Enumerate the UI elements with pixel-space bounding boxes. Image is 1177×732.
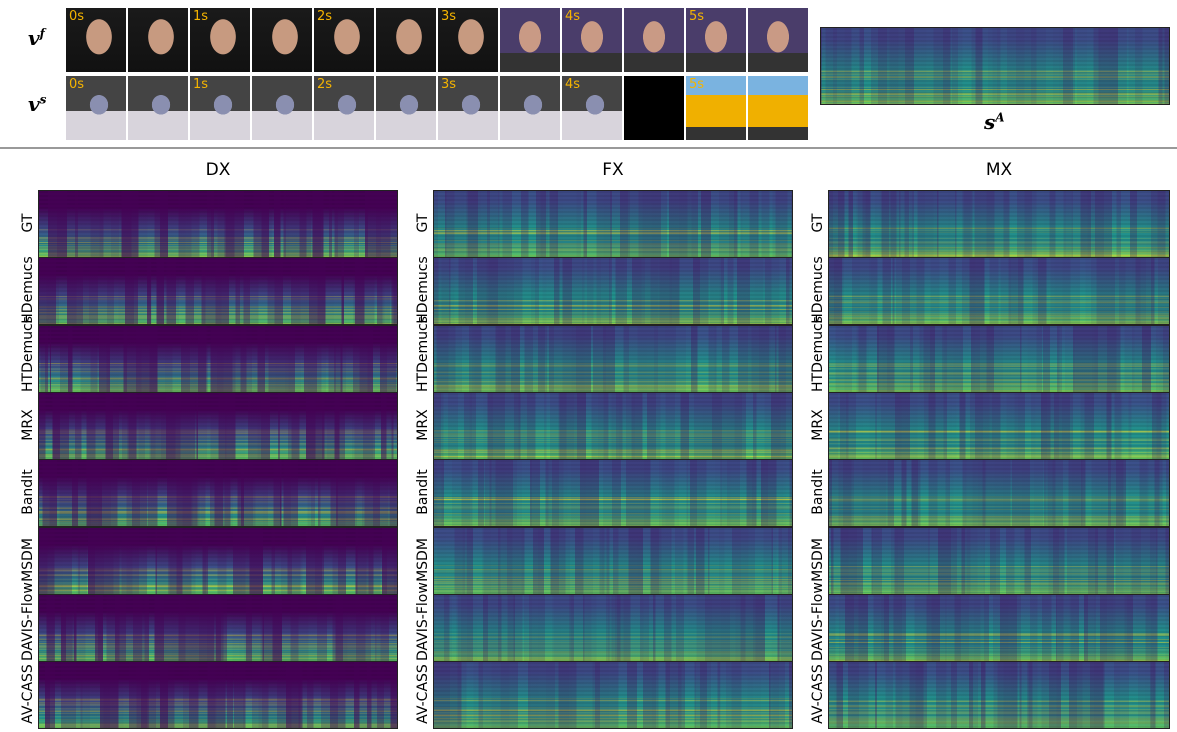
video-row-label: vf (28, 26, 45, 50)
video-frame (128, 8, 188, 72)
time-label: 4s (565, 9, 580, 24)
video-frame: 1s (190, 76, 250, 140)
spectrogram (433, 459, 793, 527)
column-header: MX (828, 160, 1170, 180)
spectrogram (433, 257, 793, 325)
method-label: MRX (20, 391, 36, 459)
spectrogram (38, 661, 398, 729)
spectrogram (38, 257, 398, 325)
time-label: 4s (565, 77, 580, 92)
video-frame: 4s (562, 76, 622, 140)
symbol: s (984, 110, 995, 134)
method-label: AV-CASS (20, 660, 36, 728)
time-label: 3s (441, 9, 456, 24)
method-label: BandIt (810, 458, 826, 526)
spectrogram (433, 661, 793, 729)
method-label: GT (810, 189, 826, 257)
video-row-label: vs (28, 92, 46, 116)
spectrogram (828, 190, 1170, 258)
spectrogram (38, 459, 398, 527)
spectrogram (828, 594, 1170, 662)
spectrogram (433, 527, 793, 595)
video-frame (624, 76, 684, 140)
audio-spectrogram (820, 27, 1170, 105)
audio-label: sA (984, 110, 1005, 134)
method-label: HDemucs (810, 256, 826, 324)
superscript: f (40, 26, 45, 40)
method-label: HTDemucs (810, 324, 826, 392)
video-frame (128, 76, 188, 140)
spectrogram (828, 459, 1170, 527)
video-frame (748, 76, 808, 140)
video-frame (252, 76, 312, 140)
spectrogram (828, 527, 1170, 595)
video-frame: 2s (314, 8, 374, 72)
video-frame (376, 76, 436, 140)
column-header: FX (433, 160, 793, 180)
time-label: 0s (69, 77, 84, 92)
time-label: 5s (689, 9, 704, 24)
method-label: MRX (810, 391, 826, 459)
video-frame (376, 8, 436, 72)
spectrogram (433, 325, 793, 393)
spectrogram (38, 392, 398, 460)
time-label: 3s (441, 77, 456, 92)
method-label: HTDemucs (415, 324, 431, 392)
method-label: DAVIS-Flow (415, 593, 431, 661)
divider (0, 147, 1177, 149)
video-frame (252, 8, 312, 72)
video-frame: 0s (66, 76, 126, 140)
video-frame: 3s (438, 76, 498, 140)
time-label: 1s (193, 77, 208, 92)
video-frame: 4s (562, 8, 622, 72)
method-label: HTDemucs (20, 324, 36, 392)
spectrogram (433, 392, 793, 460)
method-label: HDemucs (415, 256, 431, 324)
method-label: GT (20, 189, 36, 257)
spectrogram (433, 190, 793, 258)
method-label: DAVIS-Flow (20, 593, 36, 661)
time-label: 1s (193, 9, 208, 24)
spectrogram (828, 392, 1170, 460)
method-label: BandIt (415, 458, 431, 526)
video-frame (500, 8, 560, 72)
spectrogram (38, 527, 398, 595)
method-label: HDemucs (20, 256, 36, 324)
page: vf vs sA 0s1s2s3s4s5s0s1s2s3s4s5s DXGTHD… (0, 0, 1177, 732)
method-label: DAVIS-Flow (810, 593, 826, 661)
video-frame: 0s (66, 8, 126, 72)
spectrogram (828, 325, 1170, 393)
superscript: A (995, 110, 1004, 124)
time-label: 5s (689, 77, 704, 92)
spectrogram (828, 661, 1170, 729)
time-label: 2s (317, 77, 332, 92)
spectrogram (38, 325, 398, 393)
method-label: GT (415, 189, 431, 257)
column-header: DX (38, 160, 398, 180)
video-frame (748, 8, 808, 72)
video-frame: 1s (190, 8, 250, 72)
symbol: v (28, 26, 40, 50)
video-frame (624, 8, 684, 72)
time-label: 2s (317, 9, 332, 24)
superscript: s (40, 92, 47, 106)
video-frame: 5s (686, 76, 746, 140)
spectrogram (828, 257, 1170, 325)
method-label: MRX (415, 391, 431, 459)
spectrogram (38, 190, 398, 258)
method-label: BandIt (20, 458, 36, 526)
symbol: v (28, 92, 40, 116)
time-label: 0s (69, 9, 84, 24)
method-label: AV-CASS (810, 660, 826, 728)
video-frame: 5s (686, 8, 746, 72)
video-frame: 3s (438, 8, 498, 72)
spectrogram (38, 594, 398, 662)
video-frame: 2s (314, 76, 374, 140)
spectrogram (433, 594, 793, 662)
method-label: AV-CASS (415, 660, 431, 728)
video-frame (500, 76, 560, 140)
